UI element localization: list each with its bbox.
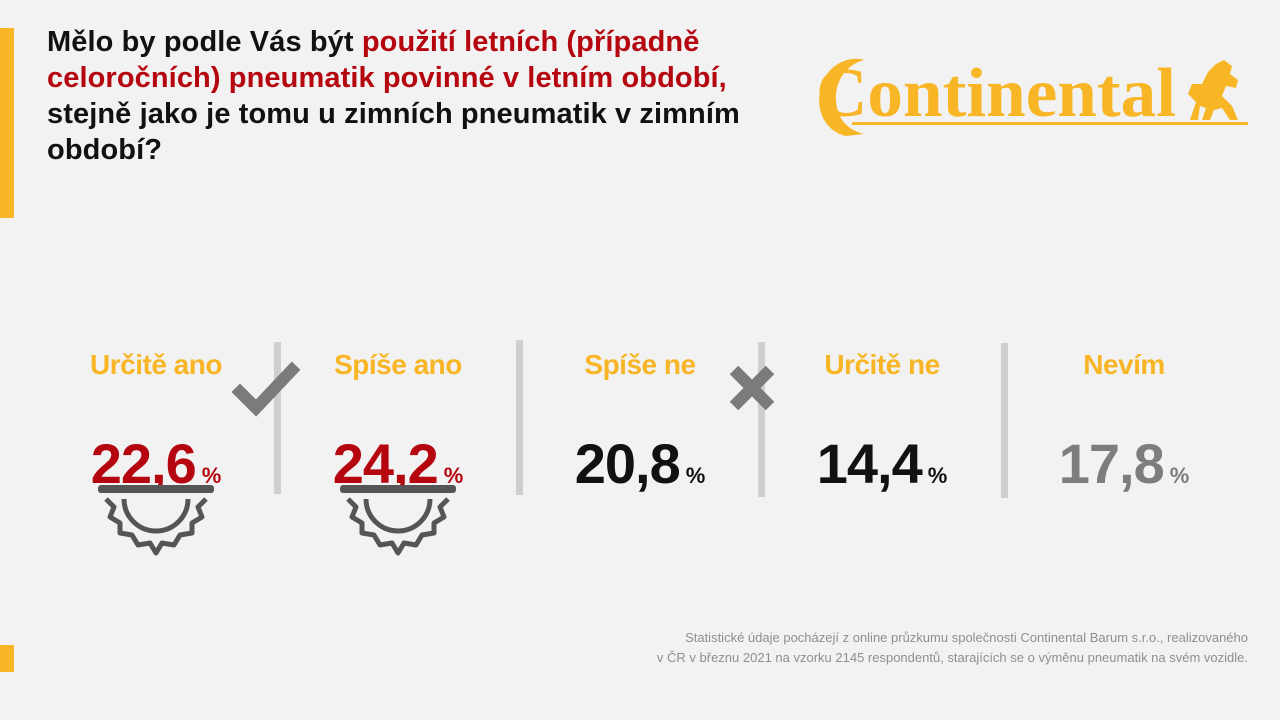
answer-column: Spíše ano 24,2% bbox=[278, 345, 518, 585]
logo-underline bbox=[852, 122, 1248, 125]
divider-1 bbox=[274, 342, 281, 494]
cross-icon bbox=[729, 365, 775, 411]
logo-swoosh bbox=[819, 58, 864, 136]
divider-4 bbox=[1001, 343, 1008, 498]
answer-column: Určitě ano 22,6% bbox=[36, 345, 276, 585]
question-part-3: stejně jako je tomu u zimních pneumatik … bbox=[47, 98, 740, 166]
accent-bar-bottom bbox=[0, 645, 14, 672]
question-text: Mělo by podle Vás být použití letních (p… bbox=[47, 24, 787, 168]
answer-value: 14,4% bbox=[762, 431, 1002, 496]
answer-column: Určitě ne 14,4% bbox=[762, 345, 1002, 585]
logo-wordmark: Continental bbox=[816, 55, 1176, 132]
answer-value-number: 14,4 bbox=[816, 432, 923, 495]
answer-label: Spíše ano bbox=[334, 349, 462, 380]
answer-label: Určitě ne bbox=[824, 349, 940, 380]
answer-value: 20,8% bbox=[520, 431, 760, 496]
tyre-icon bbox=[340, 485, 456, 556]
continental-logo: Continental bbox=[816, 55, 1248, 136]
tyre-icon bbox=[98, 485, 214, 556]
answer-label: Spíše ne bbox=[584, 349, 696, 380]
logo-horse-icon bbox=[1188, 60, 1238, 120]
answer-value-unit: % bbox=[1169, 463, 1190, 488]
answer-value: 22,6% bbox=[36, 431, 276, 496]
answer-value-number: 24,2 bbox=[332, 432, 439, 495]
divider-2 bbox=[516, 340, 523, 495]
answer-value-unit: % bbox=[443, 463, 464, 488]
answer-value-unit: % bbox=[685, 463, 706, 488]
answer-value-number: 22,6 bbox=[90, 432, 197, 495]
answer-value-number: 17,8 bbox=[1058, 432, 1165, 495]
answer-column: Nevím 17,8% bbox=[1004, 345, 1244, 585]
divider-3 bbox=[758, 342, 765, 497]
answer-label: Určitě ano bbox=[90, 349, 222, 380]
answer-label: Nevím bbox=[1083, 349, 1165, 380]
footnote-line-2: v ČR v březnu 2021 na vzorku 2145 respon… bbox=[656, 650, 1248, 665]
question-part-1: Mělo by podle Vás být bbox=[47, 26, 362, 58]
answer-value-number: 20,8 bbox=[574, 432, 681, 495]
question-part-2-highlight: použití letních (případně celoročních) p… bbox=[47, 26, 727, 94]
footnote-line-1: Statistické údaje pocházejí z online prů… bbox=[685, 630, 1248, 645]
answer-value-unit: % bbox=[927, 463, 948, 488]
answer-column: Spíše ne 20,8% bbox=[520, 345, 760, 585]
answer-value-unit: % bbox=[201, 463, 222, 488]
footnote: Statistické údaje pocházejí z online prů… bbox=[657, 628, 1248, 668]
answer-value: 17,8% bbox=[1004, 431, 1244, 496]
accent-bar-top bbox=[0, 28, 14, 218]
checkmark-icon bbox=[232, 362, 300, 417]
answer-value: 24,2% bbox=[278, 431, 518, 496]
